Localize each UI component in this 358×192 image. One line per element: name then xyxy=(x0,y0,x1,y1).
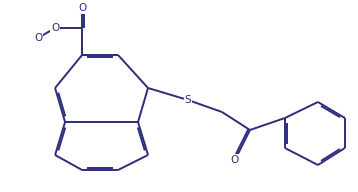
Text: O: O xyxy=(78,3,86,13)
Text: S: S xyxy=(185,95,191,105)
Text: O: O xyxy=(34,33,42,43)
Text: O: O xyxy=(51,23,59,33)
Text: O: O xyxy=(231,155,239,165)
